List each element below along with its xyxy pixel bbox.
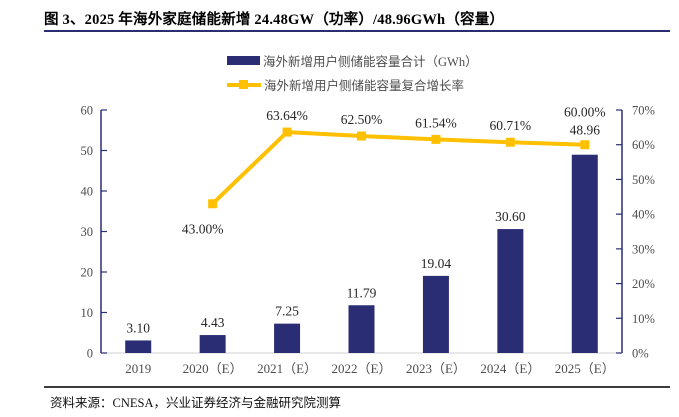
bar-2020（E） [199,335,226,353]
right-axis-tick-label: 60% [632,138,655,152]
line-value-label: 43.00% [182,222,224,237]
legend-item-growth-rate: 海外新增用户侧储能容量复合增长率 [227,75,464,94]
left-axis-tick-label: 30 [81,225,94,239]
x-axis-label: 2025（E） [555,361,615,376]
line-marker [431,134,441,144]
line-value-label: 60.00% [564,105,606,120]
line-marker [505,137,515,147]
x-axis-label: 2024（E） [480,361,540,376]
x-axis-label: 2023（E） [406,361,466,376]
bar-2023（E） [422,275,449,353]
line-value-label: 60.71% [490,118,532,133]
right-axis-tick-label: 30% [632,242,655,256]
bar-value-label: 19.04 [421,256,452,271]
bar-value-label: 11.79 [347,285,377,300]
bar-2024（E） [497,229,524,353]
bar-2019 [125,340,152,353]
right-axis-tick-label: 10% [632,312,655,326]
right-axis-tick-label: 50% [632,173,655,187]
right-axis-tick-label: 20% [632,277,655,291]
bar-2025（E） [571,154,598,353]
left-axis-tick-label: 20 [81,266,94,280]
source-divider [44,386,670,388]
legend-item-capacity: 海外新增用户侧储能容量合计（GWh） [227,51,478,70]
title-underline [44,30,670,32]
source-note: 资料来源：CNESA，兴业证券经济与金融研究院测算 [50,396,341,410]
left-axis-tick-label: 60 [81,104,94,118]
x-axis-label: 2019 [125,361,151,376]
left-axis-tick-label: 50 [81,144,94,158]
growth-rate-line [211,130,585,206]
bar-2022（E） [348,305,375,353]
line-series-swatch-icon [227,80,261,89]
bar-value-label: 7.25 [275,304,299,319]
x-axis-label: 2022（E） [332,361,392,376]
legend-label-capacity: 海外新增用户侧储能容量合计（GWh） [263,55,478,69]
left-axis-tick-label: 40 [81,185,94,199]
bar-value-label: 3.10 [126,320,150,335]
figure-title: 图 3、2025 年海外家庭储能新增 24.48GW（功率）/48.96GWh（… [44,12,505,28]
bar-series-swatch-icon [227,56,260,65]
bar-value-label: 48.96 [570,123,601,138]
left-axis-tick-label: 0 [87,347,93,361]
chart-legend: 海外新增用户侧储能容量合计（GWh） 海外新增用户侧储能容量复合增长率 [227,51,478,94]
line-marker-icon [239,80,248,89]
bar-value-label: 4.43 [201,315,225,330]
line-value-label: 62.50% [341,112,383,127]
line-value-label: 63.64% [266,108,308,123]
bar-value-label: 30.60 [495,209,526,224]
line-marker [357,131,366,141]
bar-2021（E） [274,323,301,353]
right-axis-tick-label: 40% [632,208,655,222]
line-marker [208,199,218,209]
right-axis-tick-label: 0% [632,347,649,361]
legend-label-growth-rate: 海外新增用户侧储能容量复合增长率 [264,79,465,93]
line-marker [580,140,590,150]
x-axis-label: 2021（E） [257,361,317,376]
line-marker [282,127,292,137]
x-axis-label: 2020（E） [183,361,243,376]
left-axis-tick-label: 10 [81,306,94,320]
line-value-label: 61.54% [415,115,457,130]
right-axis-tick-label: 70% [632,104,655,118]
